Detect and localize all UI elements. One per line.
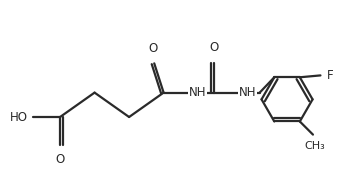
Text: CH₃: CH₃	[304, 141, 325, 151]
Text: HO: HO	[10, 111, 28, 124]
Text: O: O	[209, 41, 218, 54]
Text: F: F	[327, 69, 334, 82]
Text: O: O	[149, 42, 158, 55]
Text: NH: NH	[239, 86, 256, 99]
Text: O: O	[55, 153, 65, 166]
Text: NH: NH	[189, 86, 206, 99]
